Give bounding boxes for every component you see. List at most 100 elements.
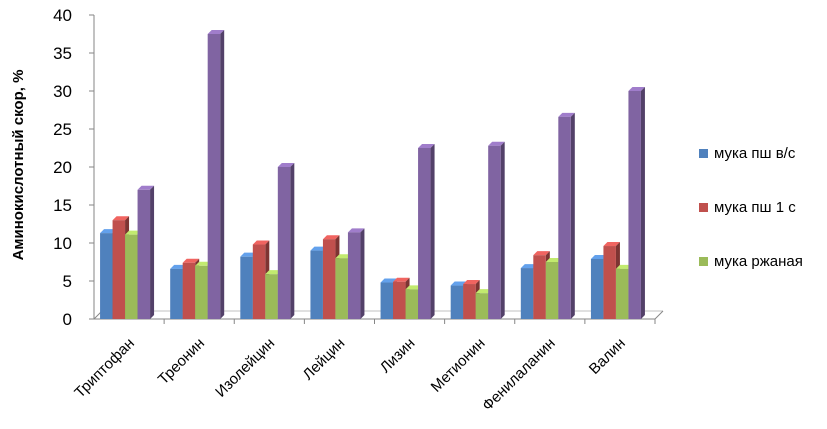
bar-top <box>112 216 130 221</box>
y-tick-label: 5 <box>63 272 72 291</box>
bar-4-6 <box>488 141 505 319</box>
bar-top <box>347 228 365 233</box>
bar-side <box>220 30 225 319</box>
bar-front <box>347 232 361 319</box>
bar-top <box>195 261 212 266</box>
category-label: Валин <box>586 335 629 378</box>
y-tick-label: 0 <box>63 310 72 329</box>
bar-front <box>450 285 464 319</box>
bar-4-2 <box>207 30 225 319</box>
category-label: Лейцин <box>300 335 349 384</box>
bar-front <box>100 233 113 319</box>
legend-swatch <box>699 257 708 266</box>
y-tick-label: 10 <box>53 234 72 253</box>
bar-front <box>628 91 641 319</box>
bar-side <box>430 144 435 319</box>
y-tick-label: 25 <box>53 120 72 139</box>
bar-side <box>150 185 155 319</box>
bar-top <box>310 246 327 251</box>
bar-top <box>100 229 117 234</box>
category-label: Лизин <box>377 335 419 377</box>
bar-front <box>240 256 253 319</box>
category-labels: Триптофан Треонин Изолейцин Лейцин Лизин Мети… <box>71 335 628 415</box>
bar-front <box>195 265 208 319</box>
category-label: Изолейцин <box>212 335 278 401</box>
bar-front <box>533 255 546 319</box>
bar-top <box>603 242 620 247</box>
bar-front <box>207 34 221 319</box>
bar-4-8 <box>628 87 645 319</box>
bar-top <box>533 251 550 256</box>
bar-side <box>640 87 645 319</box>
y-tick-label: 30 <box>53 82 72 101</box>
bar-top <box>240 252 257 257</box>
bar-top <box>393 277 410 282</box>
bar-front <box>182 262 196 319</box>
bar-side <box>570 112 575 319</box>
bar-front <box>393 281 406 319</box>
bar-top <box>170 264 187 269</box>
legend-swatch <box>699 149 708 158</box>
y-tick-labels: 0 5 10 15 20 25 30 35 40 <box>53 6 72 329</box>
bar-top <box>463 280 480 285</box>
bar-front <box>380 282 394 319</box>
bar-front <box>615 268 629 319</box>
bar-4-5 <box>418 144 435 319</box>
bar-front <box>603 246 616 319</box>
category-label: Метионин <box>428 335 489 396</box>
bar-top <box>590 254 608 259</box>
bar-top <box>615 264 633 269</box>
category-label: Фенилаланин <box>479 335 559 415</box>
legend-label: мука ржаная <box>714 253 803 270</box>
bar-front <box>125 234 138 319</box>
bar-front <box>520 268 534 319</box>
bar-4-3 <box>277 163 295 319</box>
bars <box>100 30 645 319</box>
bar-top <box>380 278 398 283</box>
bar-front <box>463 284 476 319</box>
bar-front <box>310 250 323 319</box>
bar-front <box>558 116 571 319</box>
bar-top <box>322 235 340 240</box>
bar-front <box>170 268 183 319</box>
bar-top <box>475 289 493 294</box>
y-tick-label: 20 <box>53 158 72 177</box>
bar-top <box>545 258 563 262</box>
bar-top <box>252 240 270 245</box>
y-tick-label: 35 <box>53 44 72 63</box>
bar-top <box>405 285 423 290</box>
bar-front <box>265 274 278 319</box>
legend-swatch <box>699 203 708 212</box>
legend-label: мука пш в/с <box>714 145 796 162</box>
bar-front <box>137 189 151 319</box>
bar-4-1 <box>137 185 155 319</box>
bar-top <box>277 163 295 167</box>
category-label: Треонин <box>155 335 208 388</box>
category-label: Триптофан <box>71 335 138 402</box>
y-tick-label: 40 <box>53 6 72 25</box>
bar-side <box>360 228 365 319</box>
bar-top <box>628 87 645 91</box>
bar-top <box>520 264 538 269</box>
bar-top <box>207 30 225 34</box>
bar-front <box>475 293 489 319</box>
bar-top <box>488 141 505 146</box>
bar-top <box>137 185 155 190</box>
bar-top <box>182 258 200 263</box>
bar-4-4 <box>347 228 365 319</box>
bar-top <box>418 144 435 148</box>
bar-top <box>450 281 468 286</box>
bar-front <box>277 167 291 319</box>
bar-top <box>265 270 282 275</box>
bar-side <box>290 163 295 319</box>
bar-front <box>405 289 419 319</box>
floor-side-edge <box>654 310 664 320</box>
bar-front <box>335 258 348 319</box>
bar-4-7 <box>558 112 575 319</box>
bar-top <box>125 230 142 235</box>
bar-front <box>112 220 126 319</box>
legend: мука пш в/с мука пш 1 с мука ржаная <box>699 145 803 270</box>
bar-front <box>590 258 604 319</box>
bar-side <box>500 141 505 319</box>
